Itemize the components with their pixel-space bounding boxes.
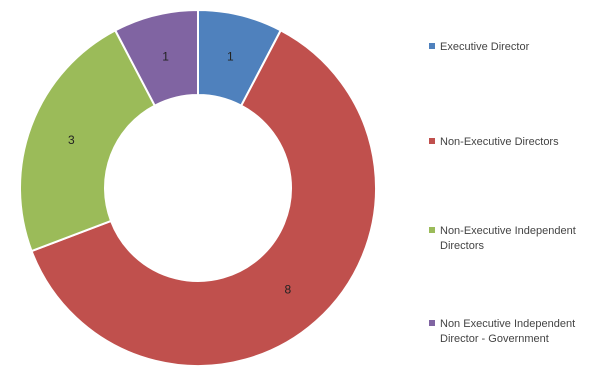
legend-swatch xyxy=(429,138,435,144)
legend-item: Non Executive Independent Director - Gove… xyxy=(429,318,575,345)
legend-item: Non-Executive Directors xyxy=(429,136,559,148)
donut-slice xyxy=(19,29,157,253)
legend-label: Executive Director xyxy=(440,41,530,53)
legend-label: Non-Executive Directors xyxy=(440,136,559,148)
slice-data-label: 3 xyxy=(68,133,75,147)
slices xyxy=(19,8,377,367)
legend: Executive Director Non-Executive Director… xyxy=(429,41,576,345)
legend-swatch xyxy=(429,320,435,326)
legend-item: Non-Executive Independent Directors xyxy=(429,225,576,252)
slice-data-label: 1 xyxy=(162,49,169,63)
legend-swatch xyxy=(429,43,435,49)
donut-slice xyxy=(113,8,199,108)
legend-item: Executive Director xyxy=(429,41,530,53)
legend-label: Non Executive Independent xyxy=(440,318,575,330)
legend-label: Directors xyxy=(440,240,485,252)
legend-swatch xyxy=(429,227,435,233)
legend-label: Non-Executive Independent xyxy=(440,225,576,237)
donut-slice xyxy=(30,29,377,367)
legend-label: Director - Government xyxy=(440,333,549,345)
slice-data-label: 8 xyxy=(285,282,292,296)
slice-data-label: 1 xyxy=(227,49,234,63)
